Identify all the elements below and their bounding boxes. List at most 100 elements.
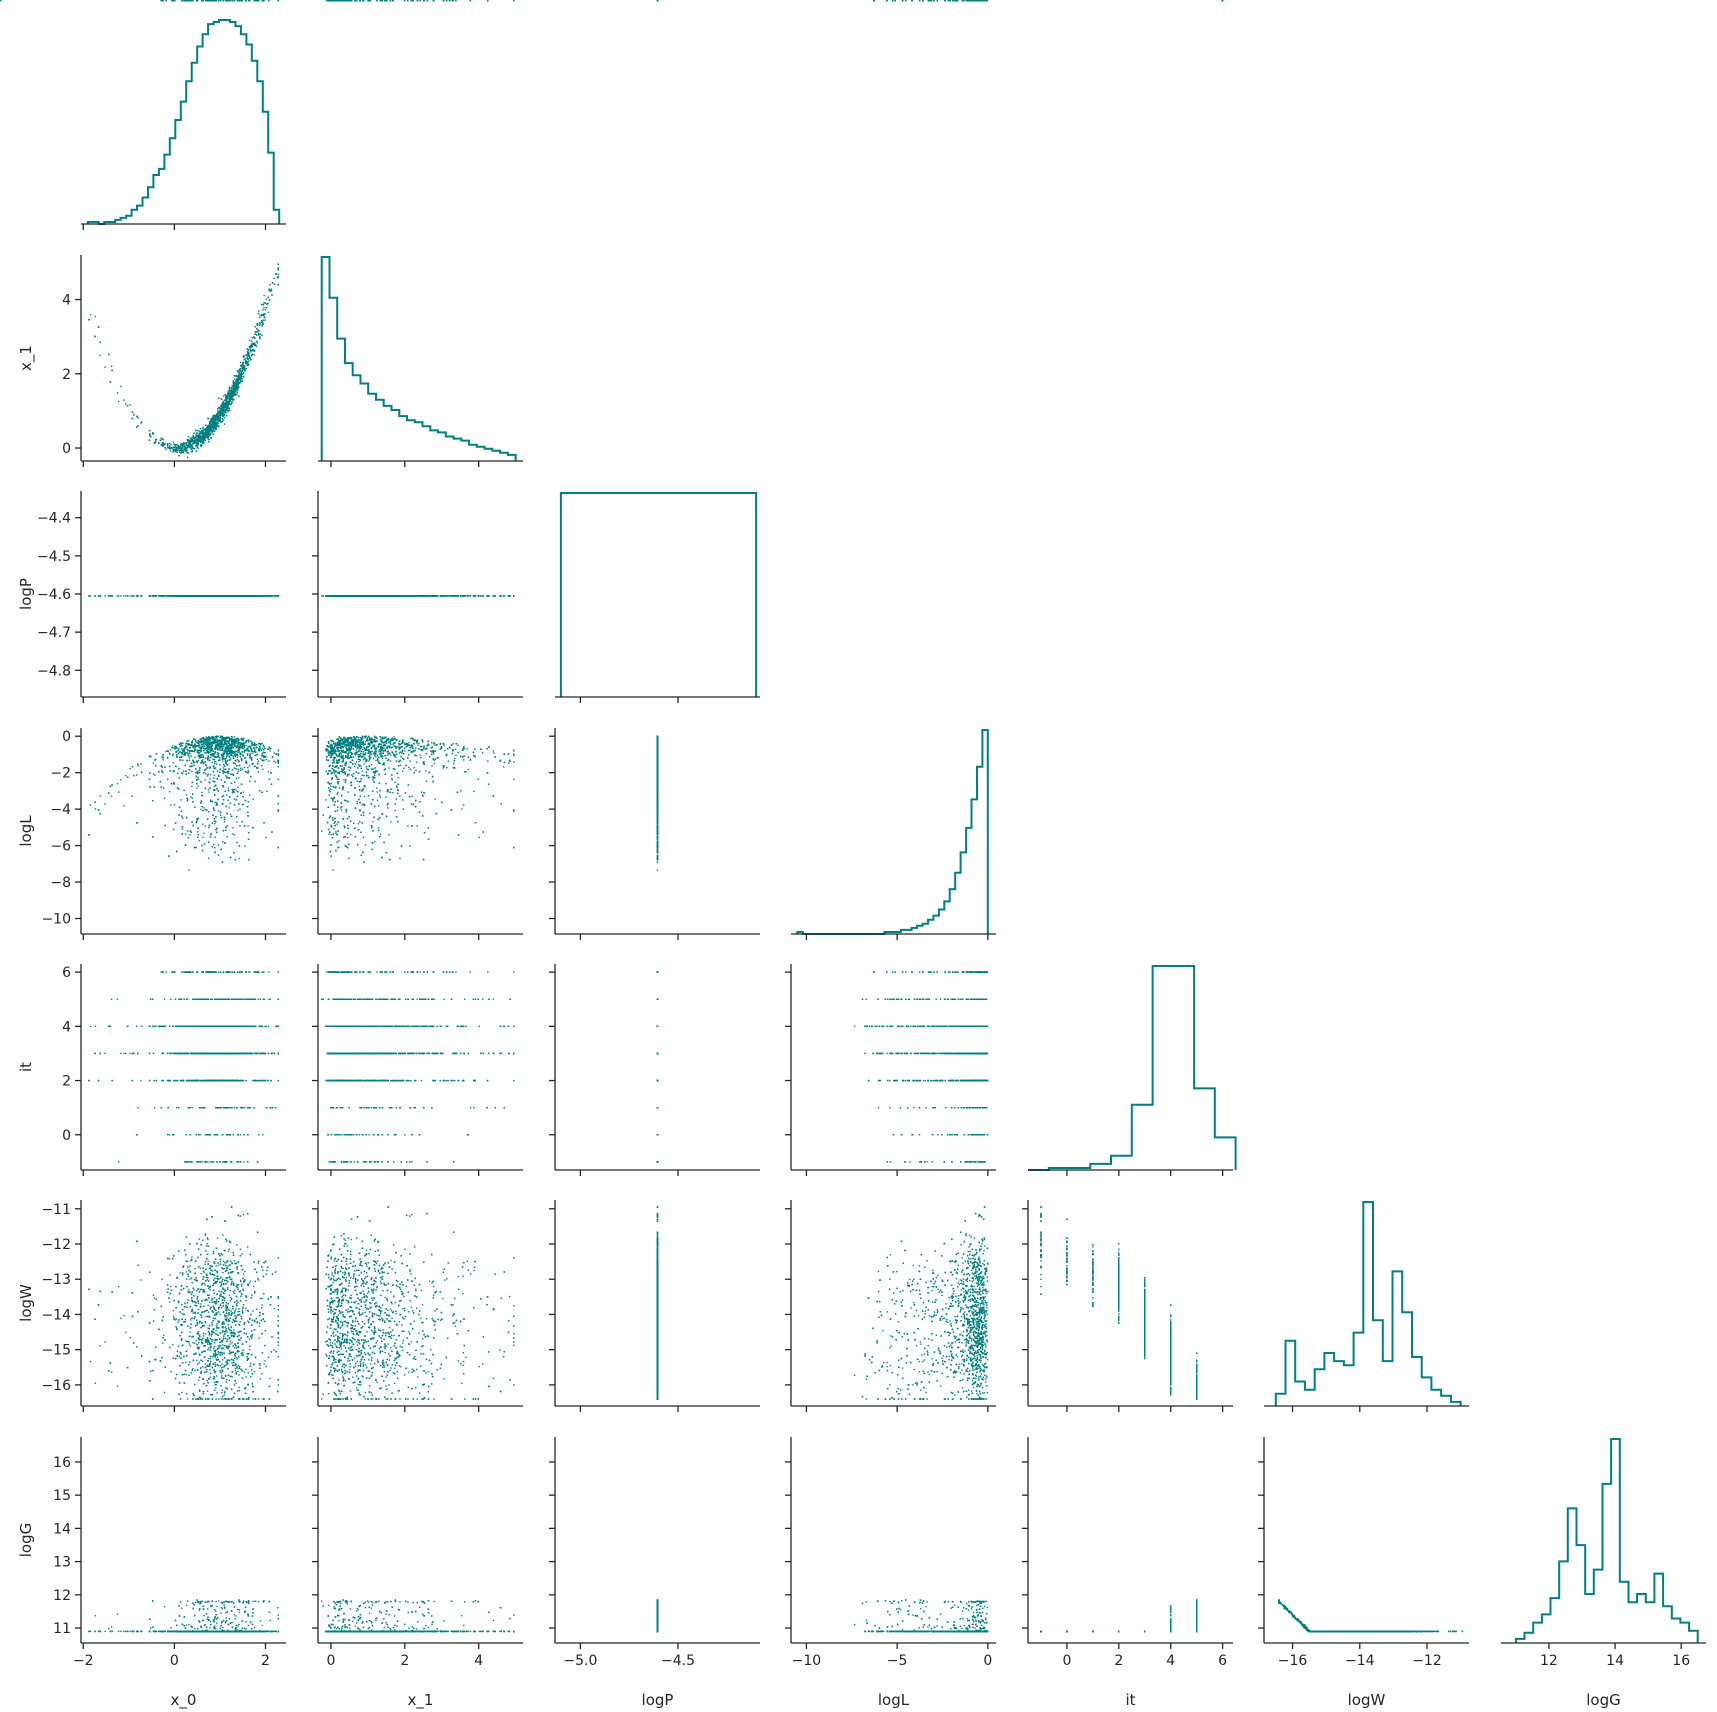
scatter-point	[125, 403, 126, 404]
scatter-point	[180, 444, 181, 445]
scatter-point	[163, 444, 164, 445]
scatter-point	[242, 364, 243, 365]
scatter-point	[250, 350, 251, 351]
scatter-point	[247, 361, 248, 362]
scatter-point	[209, 433, 210, 434]
scatter-point	[259, 336, 260, 337]
scatter-point	[217, 408, 218, 409]
scatter-point	[222, 409, 223, 410]
scatter-point	[207, 429, 208, 430]
scatter-point	[234, 389, 235, 390]
scatter-point	[254, 350, 255, 351]
scatter-point	[269, 284, 270, 285]
scatter-point	[256, 331, 257, 332]
scatter-point	[214, 415, 215, 416]
scatter-point	[233, 383, 234, 384]
scatter-point	[214, 428, 215, 429]
scatter-point	[247, 348, 248, 349]
scatter-point	[223, 410, 224, 411]
scatter-point	[263, 307, 264, 308]
scatter-point	[192, 450, 193, 451]
scatter-point	[241, 373, 242, 374]
hist-x_0	[88, 20, 279, 224]
scatter-point	[99, 355, 100, 356]
scatter-point	[164, 443, 165, 444]
scatter-point	[278, 274, 279, 275]
scatter-point	[171, 447, 172, 448]
scatter-point	[278, 284, 279, 285]
scatter-point	[238, 396, 239, 397]
scatter-point	[214, 424, 215, 425]
scatter-point	[229, 403, 230, 404]
scatter-point	[256, 341, 257, 342]
scatter-point	[274, 284, 275, 285]
scatter-point	[234, 382, 235, 383]
scatter-point	[233, 388, 234, 389]
scatter-point	[205, 428, 206, 429]
scatter-point	[196, 451, 197, 452]
scatter-point	[253, 336, 254, 337]
scatter-point	[173, 450, 174, 451]
scatter-point	[90, 314, 91, 315]
scatter-point	[187, 452, 188, 453]
scatter-point	[247, 362, 248, 363]
scatter-point	[271, 289, 272, 290]
scatter-point	[223, 405, 224, 406]
scatter-point	[275, 273, 276, 274]
scatter-point	[213, 434, 214, 435]
scatter-point	[186, 450, 187, 451]
scatter-point	[158, 442, 159, 443]
scatter-point	[229, 400, 230, 401]
scatter-point	[201, 436, 202, 437]
scatter-point	[269, 299, 270, 300]
scatter-point	[179, 452, 180, 453]
scatter-point	[187, 457, 188, 458]
scatter-point	[206, 431, 207, 432]
scatter-point	[203, 432, 204, 433]
scatter-point	[189, 445, 190, 446]
scatter-point	[207, 437, 208, 438]
scatter-point	[238, 376, 239, 377]
scatter-point	[202, 438, 203, 439]
scatter-point	[188, 441, 189, 442]
scatter-point	[248, 354, 249, 355]
scatter-point	[220, 409, 221, 410]
scatter-point	[271, 294, 272, 295]
scatter-point	[241, 378, 242, 379]
scatter-point	[111, 366, 112, 367]
scatter-point	[150, 436, 151, 437]
scatter-point	[216, 426, 217, 427]
scatter-point	[234, 379, 235, 380]
scatter-point	[216, 423, 217, 424]
scatter-point	[255, 331, 256, 332]
scatter-point	[162, 442, 163, 443]
scatter-point	[187, 441, 188, 442]
scatter-point	[216, 415, 217, 416]
scatter-point	[211, 419, 212, 420]
scatter-point	[198, 436, 199, 437]
scatter-point	[237, 370, 238, 371]
scatter-point	[234, 387, 235, 388]
scatter-point	[245, 358, 246, 359]
scatter-point	[264, 295, 265, 296]
scatter-point	[226, 403, 227, 404]
scatter-point	[263, 302, 264, 303]
scatter-point	[221, 404, 222, 405]
scatter-point	[235, 393, 236, 394]
scatter-point	[259, 317, 260, 318]
scatter-point	[176, 444, 177, 445]
scatter-point	[243, 372, 244, 373]
scatter-point	[189, 446, 190, 447]
scatter-point	[259, 330, 260, 331]
scatter-point	[254, 343, 255, 344]
scatter-point	[173, 449, 174, 450]
scatter-point	[249, 351, 250, 352]
scatter-point	[191, 445, 192, 446]
scatter-point	[210, 437, 211, 438]
panel-x_1-vs-x_0: 024	[62, 255, 286, 467]
scatter-point	[252, 349, 253, 350]
scatter-point	[233, 392, 234, 393]
scatter-point	[228, 402, 229, 403]
scatter-point	[173, 442, 174, 443]
scatter-point	[181, 448, 182, 449]
